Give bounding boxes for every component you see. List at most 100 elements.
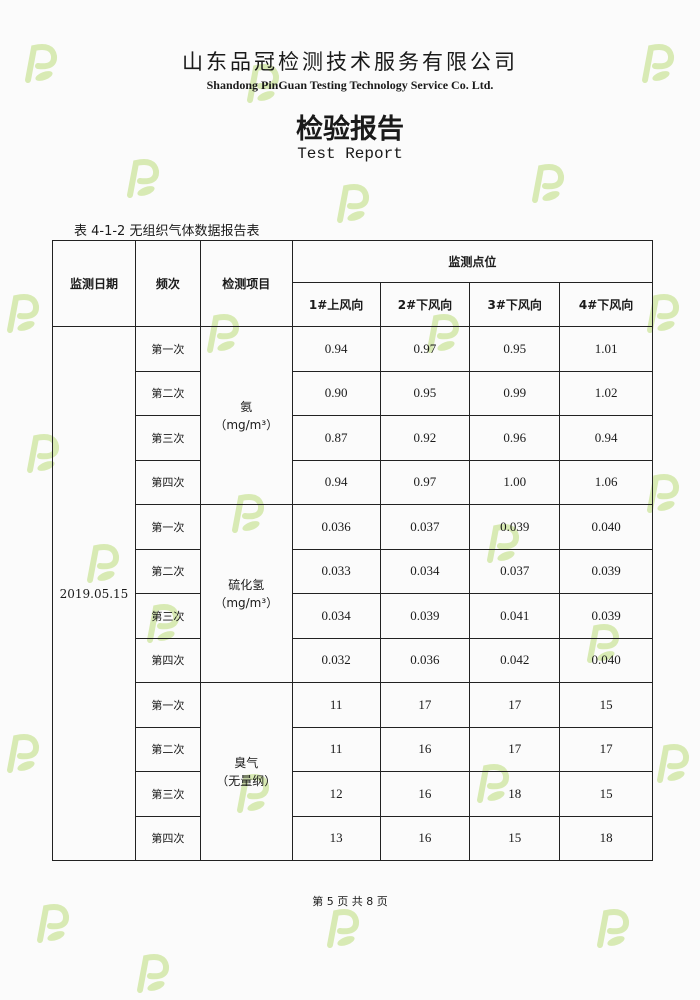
item-cell: 硫化氢 （mg/m³） <box>199 504 293 683</box>
value-cell: 0.96 <box>469 415 561 461</box>
watermark-logo-icon <box>330 180 376 226</box>
frequency-cell: 第三次 <box>134 593 201 639</box>
value-cell: 18 <box>469 771 561 817</box>
date-cell: 2019.05.15 <box>52 326 136 861</box>
table-row: 第一次 硫化氢 （mg/m³） 0.036 0.037 0.039 0.040 <box>53 504 653 683</box>
value-cell: 0.039 <box>469 504 561 550</box>
header-frequency: 频次 <box>134 240 201 327</box>
item-cell: 氨 （mg/m³） <box>199 326 293 505</box>
frequency-cell: 第三次 <box>134 415 201 461</box>
value-cell: 16 <box>379 726 471 772</box>
watermark-logo-icon <box>0 290 46 336</box>
table-row: 第二次 0.033 0.034 0.037 0.039 <box>53 548 653 594</box>
frequency-cell: 第一次 <box>134 326 201 372</box>
value-cell: 0.034 <box>379 548 471 594</box>
value-cell: 18 <box>559 815 653 861</box>
table-row: 第三次 0.034 0.039 0.041 0.039 <box>53 593 653 639</box>
table-row: 第三次 0.87 0.92 0.96 0.94 <box>53 415 653 461</box>
watermark-logo-icon <box>525 160 571 206</box>
frequency-cell: 第二次 <box>134 370 201 416</box>
value-cell: 11 <box>291 726 381 772</box>
value-cell: 11 <box>291 682 381 728</box>
item-unit: （mg/m³） <box>214 417 279 432</box>
watermark-logo-icon <box>18 40 64 86</box>
header-date: 监测日期 <box>52 240 136 327</box>
watermark-logo-icon <box>30 900 76 946</box>
value-cell: 0.90 <box>291 370 381 416</box>
item-name: 硫化氢 <box>228 577 265 592</box>
company-name-cn: 山东品冠检测技术服务有限公司 <box>182 50 518 74</box>
value-cell: 0.95 <box>379 370 471 416</box>
value-cell: 0.99 <box>469 370 561 416</box>
frequency-cell: 第四次 <box>134 459 201 505</box>
value-cell: 15 <box>559 771 653 817</box>
gas-data-table: 监测日期 频次 检测项目 监测点位 1#上风向 2#下风向 3#下风向 4#下风… <box>52 240 654 861</box>
value-cell: 0.87 <box>291 415 381 461</box>
item-unit: （mg/m³） <box>214 595 279 610</box>
value-cell: 0.037 <box>469 548 561 594</box>
page-number: 第 5 页 共 8 页 <box>312 895 388 908</box>
value-cell: 15 <box>559 682 653 728</box>
value-cell: 1.00 <box>469 459 561 505</box>
value-cell: 0.032 <box>291 637 381 683</box>
report-title-cn: 检验报告 <box>296 114 404 145</box>
table-row: 第四次 0.94 0.97 1.00 1.06 <box>53 459 653 505</box>
value-cell: 17 <box>379 682 471 728</box>
value-cell: 0.036 <box>291 504 381 550</box>
table-row: 第二次 11 16 17 17 <box>53 726 653 772</box>
value-cell: 0.92 <box>379 415 471 461</box>
table-row: 第四次 0.032 0.036 0.042 0.040 <box>53 637 653 683</box>
frequency-cell: 第二次 <box>134 548 201 594</box>
company-name-en: Shandong PinGuan Testing Technology Serv… <box>206 78 494 92</box>
table-caption: 表 4-1-2 无组织气体数据报告表 <box>74 224 260 239</box>
frequency-cell: 第四次 <box>134 815 201 861</box>
table-row: 第三次 12 16 18 15 <box>53 771 653 817</box>
watermark-logo-icon <box>320 905 366 951</box>
frequency-cell: 第一次 <box>134 682 201 728</box>
value-cell: 0.041 <box>469 593 561 639</box>
value-cell: 1.02 <box>559 370 653 416</box>
frequency-cell: 第三次 <box>134 771 201 817</box>
watermark-logo-icon <box>640 290 686 336</box>
value-cell: 0.040 <box>559 637 653 683</box>
watermark-logo-icon <box>0 730 46 776</box>
value-cell: 12 <box>291 771 381 817</box>
value-cell: 0.94 <box>559 415 653 461</box>
watermark-logo-icon <box>130 950 176 996</box>
value-cell: 17 <box>469 726 561 772</box>
value-cell: 0.039 <box>559 593 653 639</box>
watermark-logo-icon <box>240 60 286 106</box>
value-cell: 0.040 <box>559 504 653 550</box>
value-cell: 1.06 <box>559 459 653 505</box>
watermark-logo-icon <box>635 40 681 86</box>
value-cell: 0.036 <box>379 637 471 683</box>
value-cell: 16 <box>379 815 471 861</box>
table-row: 2019.05.15 第一次氨（mg/m³） 0.94 0.97 0.95 1.01 <box>52 326 653 861</box>
watermark-logo-icon <box>640 470 686 516</box>
value-cell: 0.039 <box>559 548 653 594</box>
value-cell: 17 <box>559 726 653 772</box>
item-cell: 臭气 （无量纲） <box>199 682 293 861</box>
frequency-cell: 第二次 <box>134 726 201 772</box>
value-cell: 0.037 <box>379 504 471 550</box>
header-point: 2#下风向 <box>379 282 471 327</box>
watermark-logo-icon <box>120 155 166 201</box>
value-cell: 0.033 <box>291 548 381 594</box>
value-cell: 0.039 <box>379 593 471 639</box>
value-cell: 13 <box>291 815 381 861</box>
table-row: 第一次 臭气 （无量纲） 11 17 17 15 <box>53 682 653 861</box>
value-cell: 1.01 <box>559 326 653 372</box>
value-cell: 0.97 <box>379 326 471 372</box>
table-row: 第四次 13 16 15 18 <box>53 815 653 861</box>
watermark-logo-icon <box>650 740 696 786</box>
value-cell: 0.042 <box>469 637 561 683</box>
watermark-logo-icon <box>590 905 636 951</box>
value-cell: 0.034 <box>291 593 381 639</box>
value-cell: 0.94 <box>291 326 381 372</box>
item-unit: （无量纲） <box>216 773 277 788</box>
header-point: 1#上风向 <box>291 282 381 327</box>
header-point: 4#下风向 <box>559 282 653 327</box>
value-cell: 17 <box>469 682 561 728</box>
header-item: 检测项目 <box>199 240 293 327</box>
table-row: 第二次 0.90 0.95 0.99 1.02 <box>53 370 653 416</box>
